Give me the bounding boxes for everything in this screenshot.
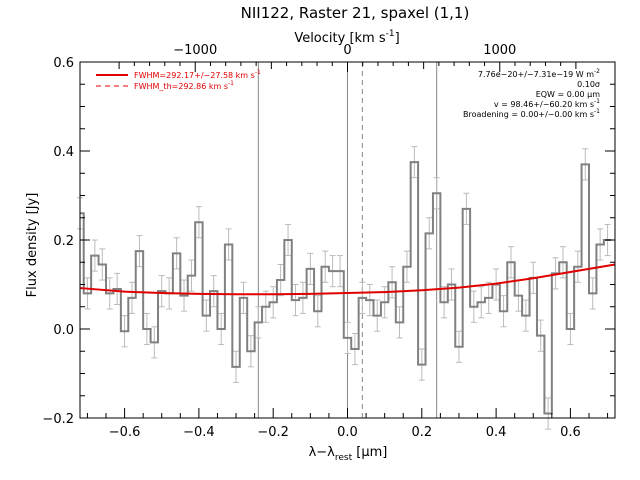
x-tick-label: −0.2 xyxy=(257,425,289,440)
annotation-line-0: 7.76e−20+/−7.31e−19 W m-2 xyxy=(478,68,600,79)
legend-label-fwhm: FWHM=292.17+/−27.58 km s-1 xyxy=(134,69,261,80)
top-axis-label: Velocity [km s-1] xyxy=(294,29,399,46)
annotation-line-3: v = 98.46+/−60.20 km s-1 xyxy=(494,98,600,109)
y-tick-label: 0.6 xyxy=(53,56,74,71)
y-tick-label: 0.2 xyxy=(53,234,74,249)
annotation-line-2: EQW = 0.00 μm xyxy=(536,90,600,99)
chart-title: NII122, Raster 21, spaxel (1,1) xyxy=(241,4,470,22)
fit-curve xyxy=(79,263,616,296)
x-tick-label: 0.0 xyxy=(337,425,358,440)
y-tick-label: 0.4 xyxy=(53,145,74,160)
x-tick-label: 0.6 xyxy=(560,425,581,440)
x-axis-label: λ−λrest [μm] xyxy=(309,445,388,463)
annotation-line-1: 0.10σ xyxy=(577,80,600,89)
y-axis-label: Flux density [Jy] xyxy=(25,193,40,298)
spectrum-step-line xyxy=(80,161,612,415)
legend-label-fwhm-th: FWHM_th=292.86 km s-1 xyxy=(134,80,234,91)
x-tick-label: −0.6 xyxy=(109,425,141,440)
legend: FWHM=292.17+/−27.58 km s-1 FWHM_th=292.8… xyxy=(96,69,261,91)
x-tick-label: −0.4 xyxy=(183,425,215,440)
top-tick-label: 1000 xyxy=(483,43,516,58)
annotation-line-4: Broadening = 0.00+/−0.00 km s-1 xyxy=(463,108,600,119)
top-tick-label: 0 xyxy=(343,43,351,58)
x-tick-label: 0.2 xyxy=(411,425,432,440)
top-tick-label: −1000 xyxy=(173,43,217,58)
y-tick-label: 0.0 xyxy=(53,323,74,338)
y-tick-label: −0.2 xyxy=(42,412,74,427)
x-tick-label: 0.4 xyxy=(486,425,507,440)
